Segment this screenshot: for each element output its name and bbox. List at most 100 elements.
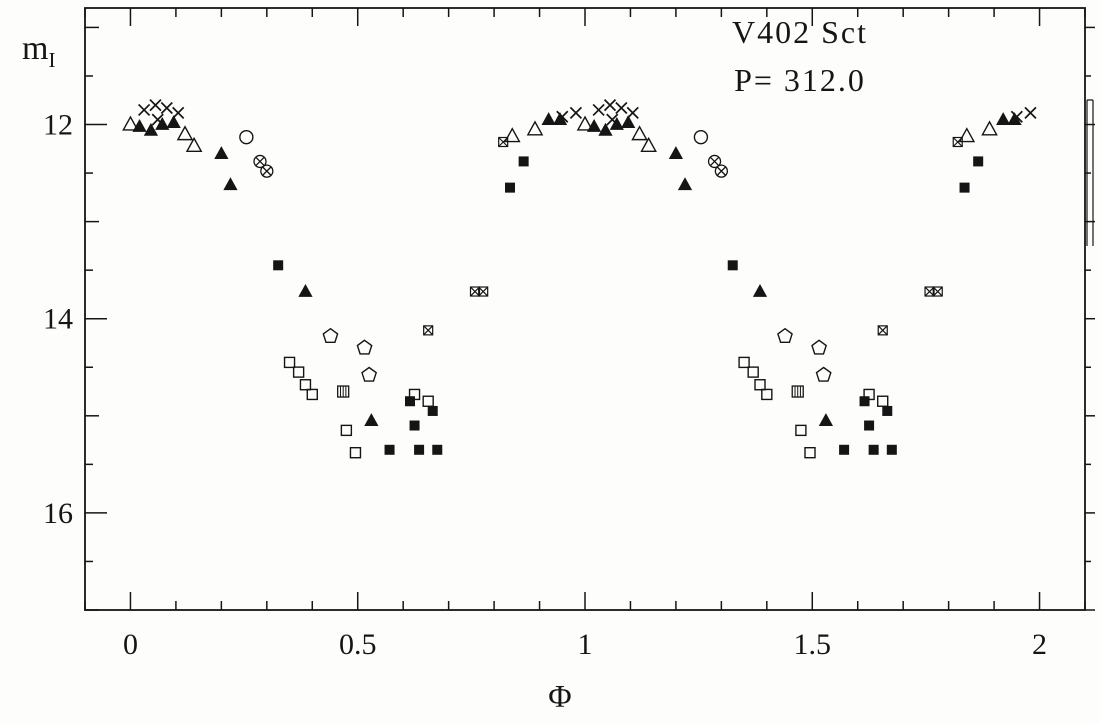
- data-point: [414, 444, 425, 455]
- data-point: [384, 444, 395, 455]
- svg-text:1.5: 1.5: [794, 628, 832, 661]
- svg-text:0.5: 0.5: [339, 628, 377, 661]
- period-annotation: P= 312.0: [734, 62, 866, 98]
- data-point: [932, 286, 943, 297]
- data-point: [952, 137, 963, 147]
- data-point: [283, 356, 296, 369]
- chart-title: V402 Sct: [732, 14, 868, 50]
- data-point: [541, 112, 556, 126]
- data-point: [432, 444, 443, 455]
- data-point: [155, 117, 170, 130]
- data-point: [409, 420, 420, 431]
- data-point: [223, 177, 238, 191]
- data-point: [478, 286, 489, 297]
- data-point: [423, 325, 434, 336]
- data-point: [693, 129, 709, 145]
- data-point: [598, 122, 613, 136]
- data-point: [569, 106, 583, 119]
- data-point: [738, 356, 750, 369]
- data-point: [292, 366, 305, 378]
- data-point: [427, 405, 438, 416]
- data-point: [1007, 112, 1022, 126]
- data-point: [996, 112, 1011, 126]
- data-point: [716, 166, 727, 177]
- data-point: [478, 286, 489, 297]
- data-point: [932, 286, 943, 297]
- data-point: [677, 177, 693, 191]
- data-point: [621, 115, 636, 128]
- data-point: [469, 286, 481, 297]
- data-point: [609, 117, 624, 130]
- data-point: [727, 260, 738, 271]
- data-point: [526, 120, 544, 136]
- data-points: [122, 98, 1037, 459]
- data-point: [408, 388, 421, 401]
- data-point: [299, 379, 312, 391]
- data-point: [176, 125, 194, 141]
- data-point: [924, 286, 935, 297]
- data-point: [214, 146, 229, 160]
- data-point: [882, 405, 893, 416]
- data-point: [863, 388, 875, 401]
- svg-text:1: 1: [578, 628, 593, 661]
- data-point: [405, 396, 415, 407]
- data-point: [668, 146, 684, 160]
- data-point: [714, 164, 729, 178]
- data-point: [498, 137, 509, 147]
- data-point: [615, 101, 628, 115]
- data-point: [298, 284, 313, 297]
- data-point: [322, 327, 339, 343]
- data-point: [505, 182, 515, 193]
- data-point: [877, 325, 888, 336]
- y-axis-label: mI: [22, 30, 56, 72]
- data-point: [794, 386, 801, 398]
- axis-ticks: [84, 8, 1095, 611]
- data-point: [423, 325, 434, 336]
- data-point: [777, 327, 793, 343]
- plot-frame: [84, 7, 1086, 611]
- data-point: [356, 339, 373, 355]
- data-point: [576, 115, 594, 131]
- data-point: [306, 388, 318, 401]
- data-point: [340, 424, 353, 437]
- data-point: [239, 129, 254, 145]
- data-point: [709, 156, 720, 167]
- x-axis-label: Φ: [548, 678, 572, 714]
- data-point: [498, 136, 509, 148]
- data-point: [255, 156, 265, 167]
- data-point: [260, 164, 274, 178]
- data-point: [952, 136, 963, 148]
- data-point: [132, 118, 147, 132]
- data-point: [503, 127, 521, 143]
- data-point: [747, 366, 759, 378]
- data-point: [586, 118, 602, 132]
- data-point: [839, 444, 850, 455]
- svg-text:16: 16: [43, 497, 73, 530]
- data-point: [811, 339, 828, 355]
- data-point: [470, 286, 480, 297]
- data-point: [804, 447, 816, 459]
- data-point: [924, 286, 935, 297]
- data-point: [877, 325, 888, 336]
- data-point: [361, 366, 378, 382]
- data-point: [754, 379, 766, 391]
- data-point: [160, 101, 173, 115]
- data-point: [981, 120, 998, 136]
- data-point: [122, 115, 139, 131]
- data-point: [859, 396, 870, 407]
- data-point: [552, 112, 568, 126]
- data-point: [603, 98, 617, 112]
- data-point: [592, 103, 605, 117]
- data-point: [422, 395, 434, 407]
- data-point: [149, 98, 162, 112]
- data-point: [349, 447, 362, 459]
- data-point: [166, 115, 181, 128]
- data-point: [1024, 106, 1037, 119]
- data-point: [818, 413, 834, 427]
- data-point: [761, 388, 773, 401]
- data-point: [261, 166, 272, 177]
- data-point: [959, 182, 970, 193]
- data-point: [185, 136, 203, 152]
